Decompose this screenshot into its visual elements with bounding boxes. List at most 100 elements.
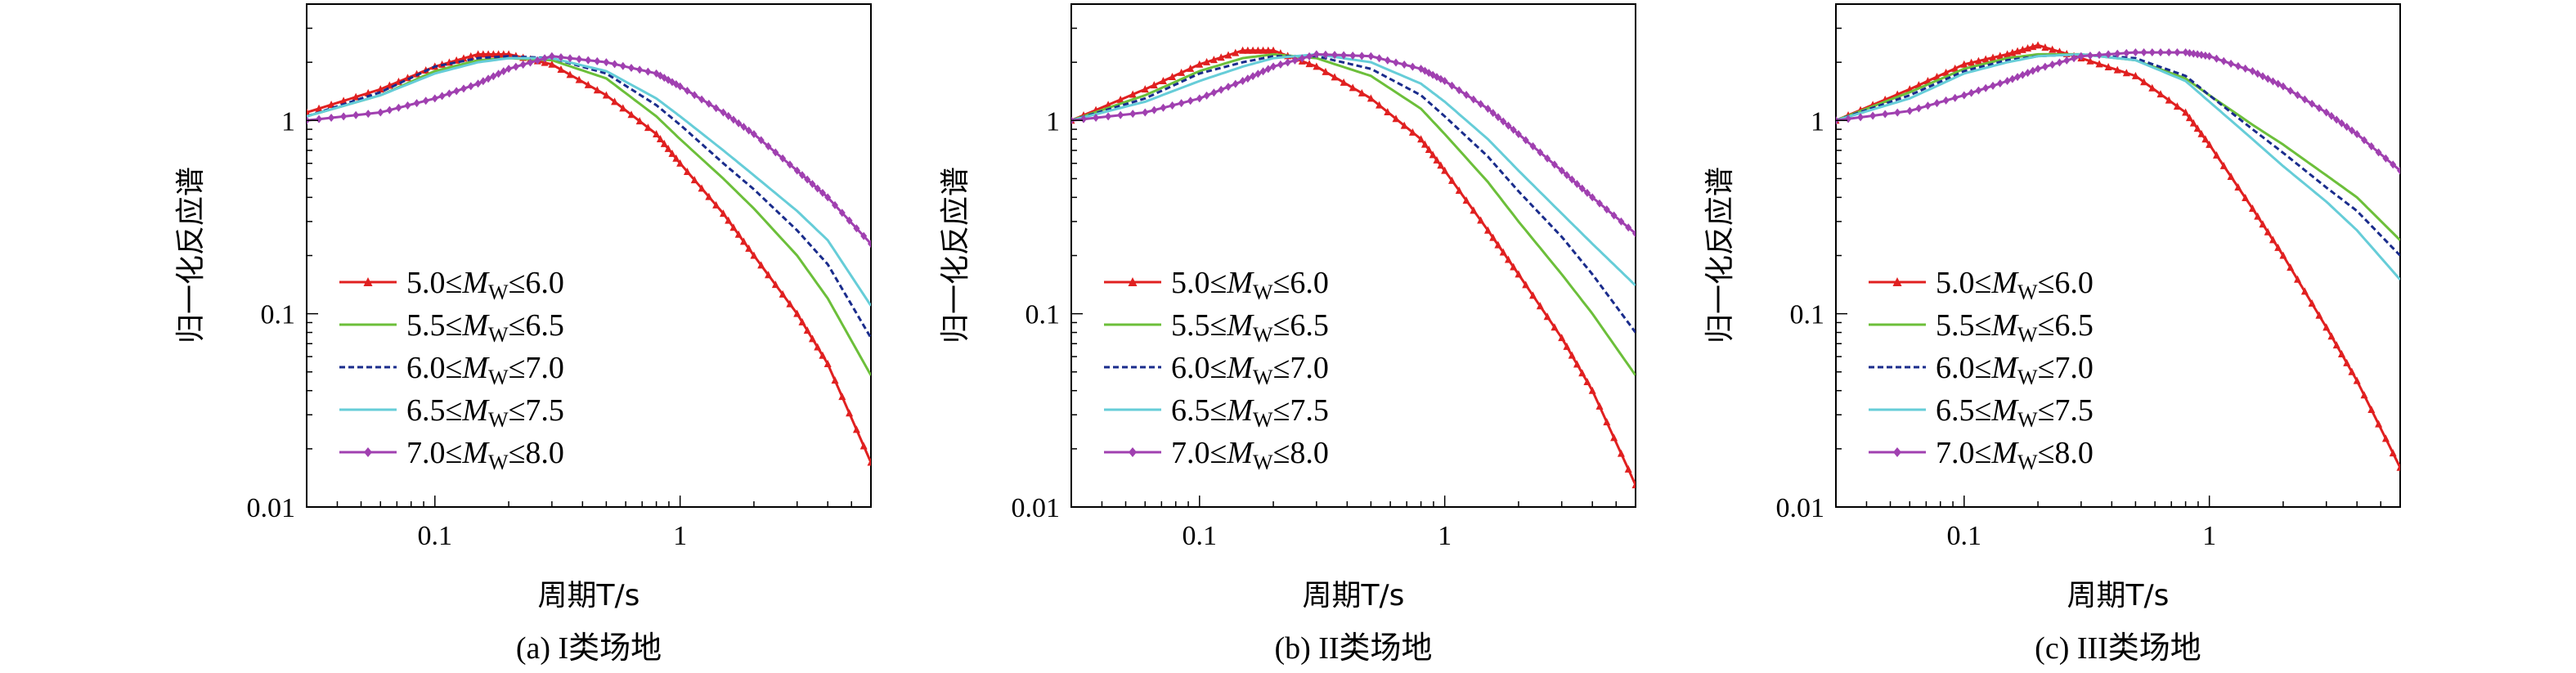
data-point (495, 50, 503, 58)
data-point (1269, 46, 1277, 54)
data-point (1573, 180, 1581, 189)
data-point (2049, 45, 2057, 53)
data-point (2086, 56, 2094, 65)
data-point (1470, 95, 1477, 104)
series-2 (1071, 52, 1636, 376)
plot-area (1836, 41, 2400, 471)
data-point (1254, 70, 1262, 79)
data-point (484, 50, 492, 58)
legend-label: 7.0≤MW≤8.0 (406, 436, 564, 474)
data-point (1522, 280, 1530, 289)
legend-marker (1893, 447, 1901, 457)
plot-frame (1835, 3, 2401, 508)
data-point (2354, 129, 2361, 138)
data-point (831, 376, 839, 384)
data-point (757, 261, 765, 269)
legend-label: 6.5≤MW≤7.5 (1171, 393, 1329, 432)
data-point (534, 56, 541, 65)
data-point (1578, 184, 1586, 193)
data-point (1996, 79, 2004, 87)
data-point (2269, 236, 2277, 244)
legend-label: 5.5≤MW≤6.5 (1936, 308, 2094, 347)
data-point (2300, 287, 2309, 295)
data-point (1244, 46, 1252, 54)
data-point (1169, 101, 1176, 110)
axis-ticks (1835, 3, 2401, 508)
data-point (2049, 61, 2056, 70)
data-point (566, 70, 574, 79)
data-point (2201, 135, 2210, 143)
data-point (720, 108, 727, 117)
data-point (2186, 48, 2193, 57)
legend-label: 5.5≤MW≤6.5 (1171, 308, 1329, 347)
data-point (339, 96, 348, 105)
data-point (1558, 334, 1566, 342)
data-point (779, 154, 787, 163)
data-point (2327, 111, 2335, 120)
series-line (1836, 52, 2400, 241)
data-point (2197, 51, 2205, 60)
data-point (1974, 56, 1982, 65)
data-point (1563, 342, 1571, 350)
x-tick-label: 1 (673, 521, 687, 551)
series-line (307, 52, 871, 464)
data-point (636, 65, 644, 74)
data-point (1573, 360, 1581, 368)
data-point (1093, 114, 1100, 123)
data-point (489, 50, 497, 58)
data-point (2174, 48, 2181, 57)
data-point (793, 166, 801, 175)
legend-label: 7.0≤MW≤8.0 (1171, 436, 1329, 474)
data-point (2095, 60, 2103, 68)
data-point (705, 99, 712, 108)
data-point (1536, 302, 1544, 310)
data-point (2315, 104, 2322, 113)
data-point (1484, 104, 1492, 113)
data-point (438, 92, 446, 101)
x-tick-label: 0.1 (1183, 521, 1218, 551)
data-point (1968, 58, 1976, 66)
data-point (2156, 48, 2164, 57)
data-point (2105, 50, 2112, 59)
legend-marker (363, 277, 373, 286)
data-point (474, 79, 482, 88)
y-tick-label: 0.01 (1776, 493, 1825, 523)
legend-entry: 7.0≤MW≤8.0 (339, 436, 564, 474)
data-point (1417, 135, 1425, 143)
x-tick-label: 1 (2202, 521, 2216, 551)
data-point (739, 237, 747, 245)
data-point (846, 409, 854, 417)
data-point (1340, 51, 1348, 60)
data-point (1169, 72, 1177, 80)
data-point (328, 114, 335, 123)
data-point (1455, 186, 1463, 195)
data-point (1470, 206, 1478, 214)
legend-label: 6.0≤MW≤7.0 (406, 351, 564, 389)
data-point (575, 75, 583, 83)
data-point (1141, 85, 1149, 93)
data-point (2206, 52, 2213, 61)
series-line (1836, 52, 2400, 280)
data-point (2219, 161, 2228, 169)
data-point (1869, 111, 1877, 120)
data-point (1894, 108, 1901, 117)
data-point (446, 89, 453, 98)
data-point (779, 289, 787, 298)
data-point (2071, 54, 2078, 63)
data-point (1989, 81, 1996, 90)
data-point (2301, 95, 2309, 104)
data-point (2086, 51, 2094, 60)
data-point (619, 104, 627, 112)
data-point (2287, 86, 2294, 95)
data-point (2190, 49, 2197, 58)
data-point (541, 54, 549, 63)
data-point (765, 141, 772, 150)
data-point (474, 50, 482, 58)
data-point (376, 85, 384, 93)
data-point (2194, 50, 2201, 59)
data-point (422, 96, 429, 105)
data-point (395, 103, 402, 112)
data-point (860, 231, 868, 240)
data-point (1558, 166, 1565, 175)
data-point (365, 110, 372, 119)
